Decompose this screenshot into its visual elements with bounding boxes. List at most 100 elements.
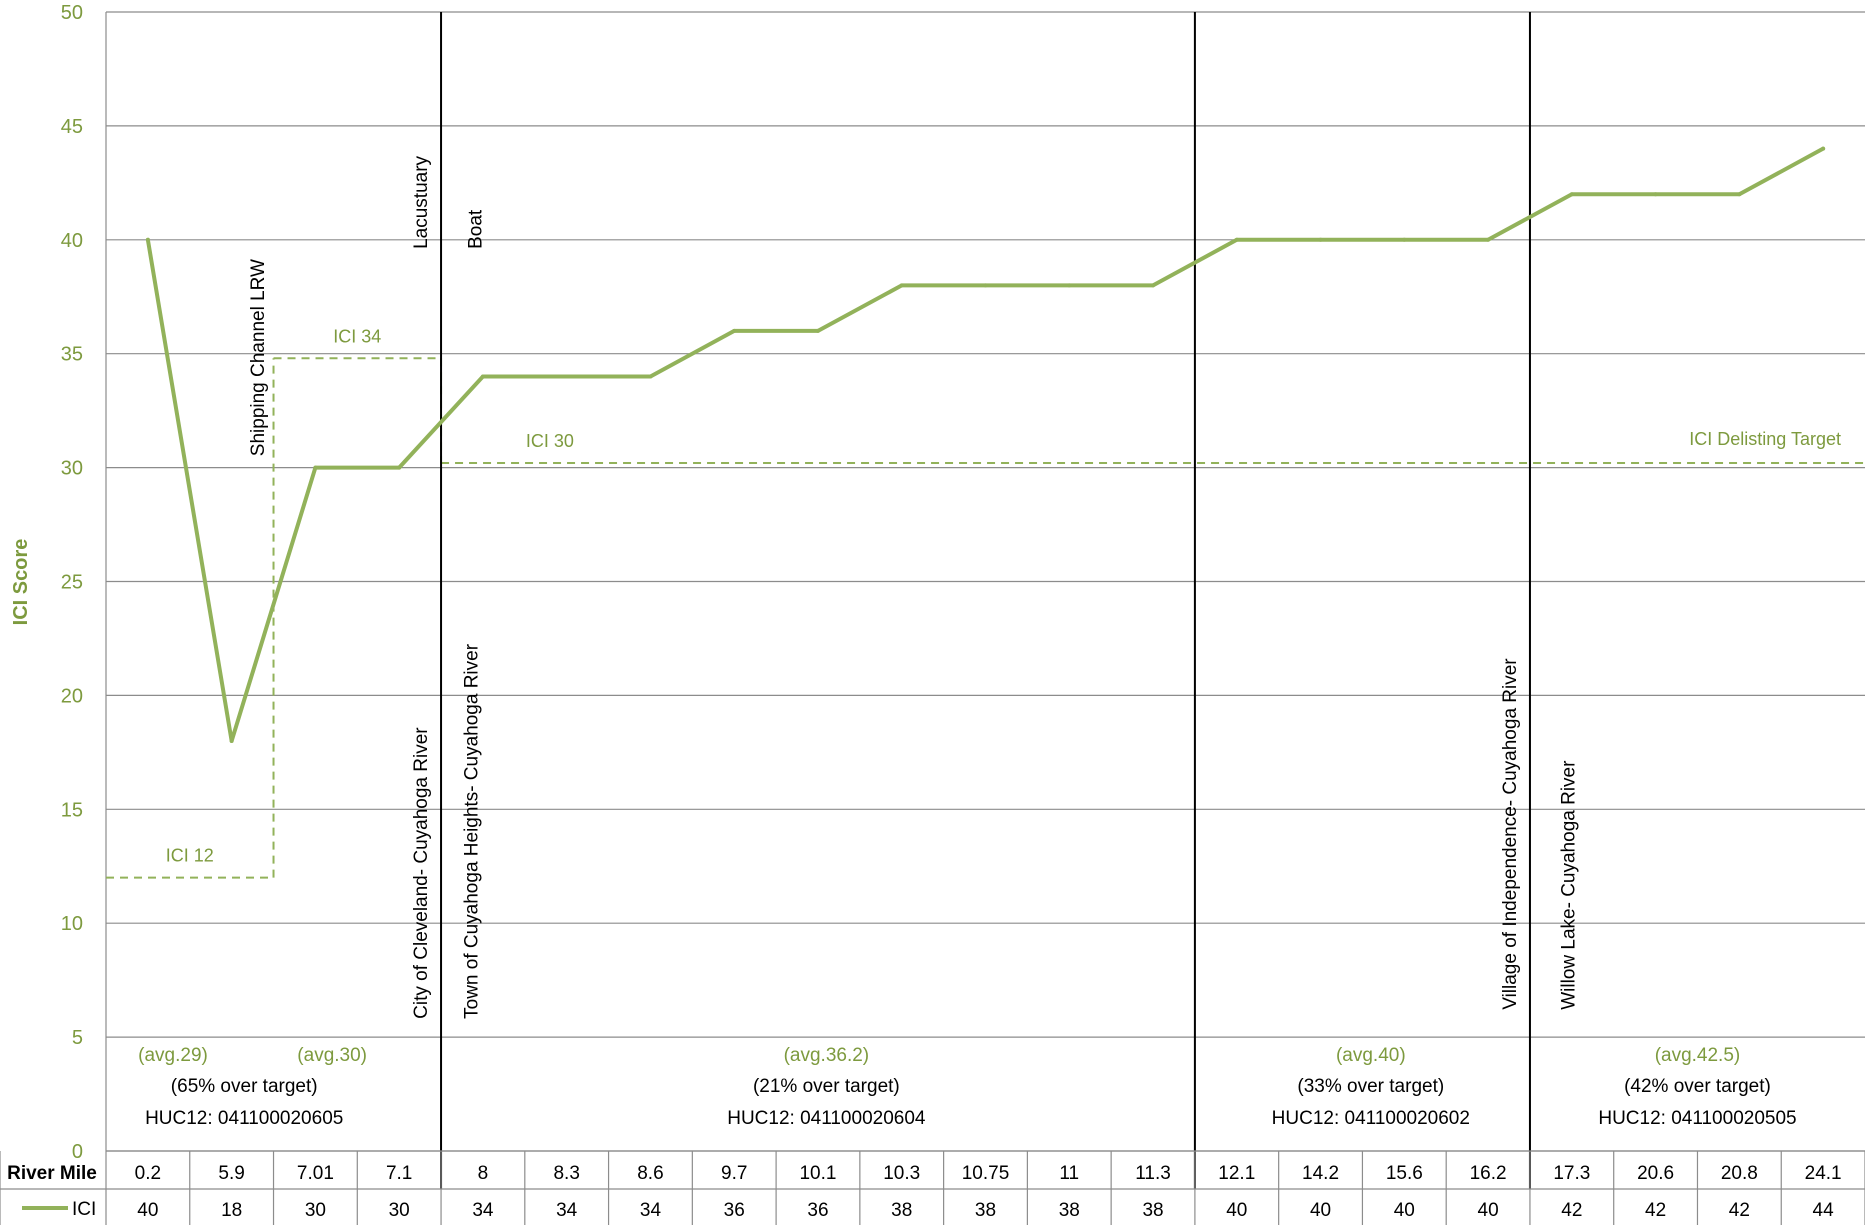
x-tick-label: 8 bbox=[478, 1163, 489, 1184]
data-point bbox=[397, 465, 402, 470]
data-label: 42 bbox=[1561, 1200, 1582, 1221]
target-lines: ICI 12 ICI 34 ICI 30 bbox=[106, 326, 1865, 879]
x-tick-label: 11.3 bbox=[1135, 1163, 1171, 1184]
segment-over-target: (33% over target) bbox=[1297, 1076, 1444, 1097]
delisting-target-label: ICI Delisting Target bbox=[1689, 429, 1841, 449]
y-tick-label: 10 bbox=[61, 913, 83, 935]
data-label: 42 bbox=[1729, 1200, 1750, 1221]
data-label: 36 bbox=[807, 1200, 828, 1221]
y-axis-title: ICI Score bbox=[10, 539, 32, 626]
data-point bbox=[1821, 146, 1826, 151]
data-point bbox=[1318, 237, 1323, 242]
x-tick-label: 5.9 bbox=[218, 1163, 244, 1184]
data-label: 40 bbox=[1394, 1200, 1415, 1221]
segment-huc12: HUC12: 041100020602 bbox=[1272, 1108, 1470, 1129]
location-label: Village of Independence- Cuyahoga River bbox=[1500, 658, 1521, 1010]
data-label: 34 bbox=[640, 1200, 662, 1221]
data-label: 40 bbox=[1310, 1200, 1331, 1221]
data-point bbox=[1653, 192, 1658, 197]
x-tick-label: 11 bbox=[1059, 1163, 1079, 1184]
segment-avg: (avg.29) bbox=[138, 1045, 208, 1066]
y-tick-label: 0 bbox=[72, 1141, 83, 1163]
location-label: Shipping Channel LRW bbox=[248, 259, 269, 456]
data-point bbox=[564, 374, 569, 379]
segment-avg: (avg.36.2) bbox=[784, 1045, 870, 1066]
data-point bbox=[1486, 237, 1491, 242]
segment-huc12: HUC12: 041100020505 bbox=[1598, 1108, 1796, 1129]
data-point bbox=[229, 738, 234, 743]
data-label: 30 bbox=[389, 1200, 410, 1221]
data-point bbox=[983, 283, 988, 288]
data-label: 38 bbox=[1142, 1200, 1163, 1221]
data-label: 36 bbox=[724, 1200, 745, 1221]
x-tick-label: 16.2 bbox=[1470, 1163, 1507, 1184]
location-label: Boat bbox=[466, 209, 487, 249]
x-tick-label: 10.1 bbox=[799, 1163, 836, 1184]
data-label: 44 bbox=[1813, 1200, 1835, 1221]
x-tick-label: 7.1 bbox=[386, 1163, 412, 1184]
segment-over-target: (42% over target) bbox=[1624, 1076, 1771, 1097]
x-tick-label: 15.6 bbox=[1386, 1163, 1423, 1184]
data-point bbox=[899, 283, 904, 288]
segment-avg: (avg.40) bbox=[1336, 1045, 1406, 1066]
x-tick-label: 24.1 bbox=[1805, 1163, 1842, 1184]
target-label: ICI 30 bbox=[526, 431, 574, 451]
y-tick-label: 50 bbox=[61, 2, 83, 24]
data-label: 42 bbox=[1645, 1200, 1666, 1221]
target-label: ICI 12 bbox=[166, 846, 214, 866]
segment-over-target: (21% over target) bbox=[753, 1076, 900, 1097]
y-tick-label: 5 bbox=[72, 1027, 83, 1049]
data-point bbox=[313, 465, 318, 470]
x-tick-label: 14.2 bbox=[1302, 1163, 1339, 1184]
segment-huc12: HUC12: 041100020604 bbox=[727, 1108, 926, 1129]
y-tick-label: 30 bbox=[61, 458, 83, 480]
y-tick-label: 20 bbox=[61, 685, 83, 707]
data-label: 38 bbox=[891, 1200, 912, 1221]
data-point bbox=[815, 328, 820, 333]
y-tick-label: 15 bbox=[61, 799, 83, 821]
y-tick-label: 25 bbox=[61, 572, 83, 594]
data-point bbox=[1067, 283, 1072, 288]
segment-avg: (avg.30) bbox=[297, 1045, 367, 1066]
data-label: 38 bbox=[1059, 1200, 1080, 1221]
x-tick-label: 8.3 bbox=[553, 1163, 579, 1184]
location-label: City of Cleveland- Cuyahoga River bbox=[411, 727, 432, 1019]
location-labels: Shipping Channel LRW Lacustuary Boat City o… bbox=[248, 155, 1580, 1018]
segment-notes: (avg.29) (avg.30) (65% over target) HUC12: … bbox=[138, 1045, 1796, 1129]
data-point bbox=[480, 374, 485, 379]
x-tick-label: 0.2 bbox=[135, 1163, 161, 1184]
data-point bbox=[145, 237, 150, 242]
series-line bbox=[145, 146, 1826, 743]
data-label: 40 bbox=[1478, 1200, 1499, 1221]
data-label: 18 bbox=[221, 1200, 242, 1221]
segment-huc12: HUC12: 041100020605 bbox=[145, 1108, 343, 1129]
y-tick-label: 40 bbox=[61, 230, 83, 252]
location-label: Lacustuary bbox=[411, 155, 432, 248]
y-tick-label: 35 bbox=[61, 344, 83, 366]
segment-over-target: (65% over target) bbox=[171, 1076, 318, 1097]
data-point bbox=[1737, 192, 1742, 197]
x-tick-label: 9.7 bbox=[721, 1163, 747, 1184]
gridlines bbox=[105, 11, 1865, 1152]
x-tick-label: 10.75 bbox=[962, 1163, 1010, 1184]
x-tick-label: 20.6 bbox=[1637, 1163, 1674, 1184]
x-tick-label: 20.8 bbox=[1721, 1163, 1758, 1184]
location-label: Town of Cuyahoga Heights- Cuyahoga River bbox=[461, 643, 482, 1019]
data-table: River Mile ICI 0.2 40 5.9 18 7.01 30 7.1 30 8 34 8.3… bbox=[0, 1150, 1865, 1225]
location-label: Willow Lake- Cuyahoga River bbox=[1559, 760, 1580, 1010]
data-point bbox=[732, 328, 737, 333]
data-label: 40 bbox=[137, 1200, 158, 1221]
target-label: ICI 34 bbox=[333, 326, 381, 346]
x-tick-label: 8.6 bbox=[637, 1163, 663, 1184]
x-tick-label: 10.3 bbox=[883, 1163, 920, 1184]
y-tick-label: 45 bbox=[61, 116, 83, 138]
segment-avg: (avg.42.5) bbox=[1655, 1045, 1741, 1066]
x-tick-label: 17.3 bbox=[1553, 1163, 1590, 1184]
table-row-header-ici: ICI bbox=[72, 1199, 96, 1220]
data-point bbox=[1569, 192, 1574, 197]
x-tick-label: 7.01 bbox=[297, 1163, 334, 1184]
data-point bbox=[648, 374, 653, 379]
y-axis-ticks: 0 5 10 15 20 25 30 35 40 45 50 bbox=[61, 2, 83, 1163]
data-label: 30 bbox=[305, 1200, 326, 1221]
series-ici bbox=[145, 146, 1826, 743]
